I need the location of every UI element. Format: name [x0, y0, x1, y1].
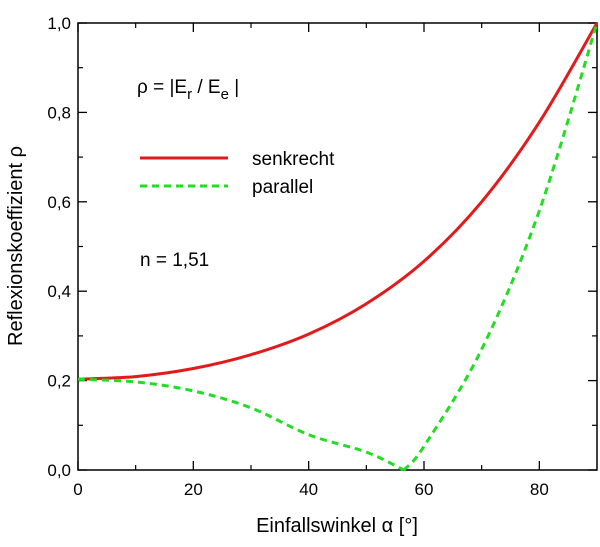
x-tick-label: 0	[73, 480, 82, 499]
formula-suffix: |	[229, 77, 239, 98]
x-tick-label: 60	[415, 480, 434, 499]
x-tick-label: 40	[299, 480, 318, 499]
y-tick-label: 0,0	[47, 461, 71, 480]
x-tick-label: 20	[184, 480, 203, 499]
x-tick-label: 80	[530, 480, 549, 499]
x-axis-title: Einfallswinkel α [°]	[256, 515, 418, 537]
formula-sub-r: r	[187, 86, 192, 103]
axis-ticks	[77, 22, 597, 471]
legend-label-senkrecht: senkrecht	[252, 149, 335, 170]
y-tick-label: 0,2	[47, 372, 71, 391]
y-tick-label: 0,4	[47, 282, 71, 301]
formula-mid: / E	[192, 77, 221, 98]
axis-tick-labels: 0 20 40 60 80 0,0 0,2 0,4 0,6 0,8 1,0	[47, 14, 548, 499]
formula-sub-e: e	[221, 86, 229, 103]
legend-label-parallel: parallel	[252, 177, 313, 198]
y-tick-label: 1,0	[47, 14, 71, 33]
series-layer	[77, 22, 599, 472]
refractive-index-annotation: n = 1,51	[140, 250, 209, 271]
formula-prefix: ρ = |E	[137, 77, 187, 98]
y-tick-label: 0,8	[47, 103, 71, 122]
y-tick-label: 0,6	[47, 193, 71, 212]
formula-annotation: ρ = |Er / Ee |	[137, 77, 239, 103]
y-axis-title: Reflexionskoeffizient ρ	[5, 146, 27, 346]
series-line-senkrecht	[77, 22, 599, 381]
series-line-parallel	[77, 22, 599, 472]
legend: senkrecht parallel	[140, 149, 335, 198]
